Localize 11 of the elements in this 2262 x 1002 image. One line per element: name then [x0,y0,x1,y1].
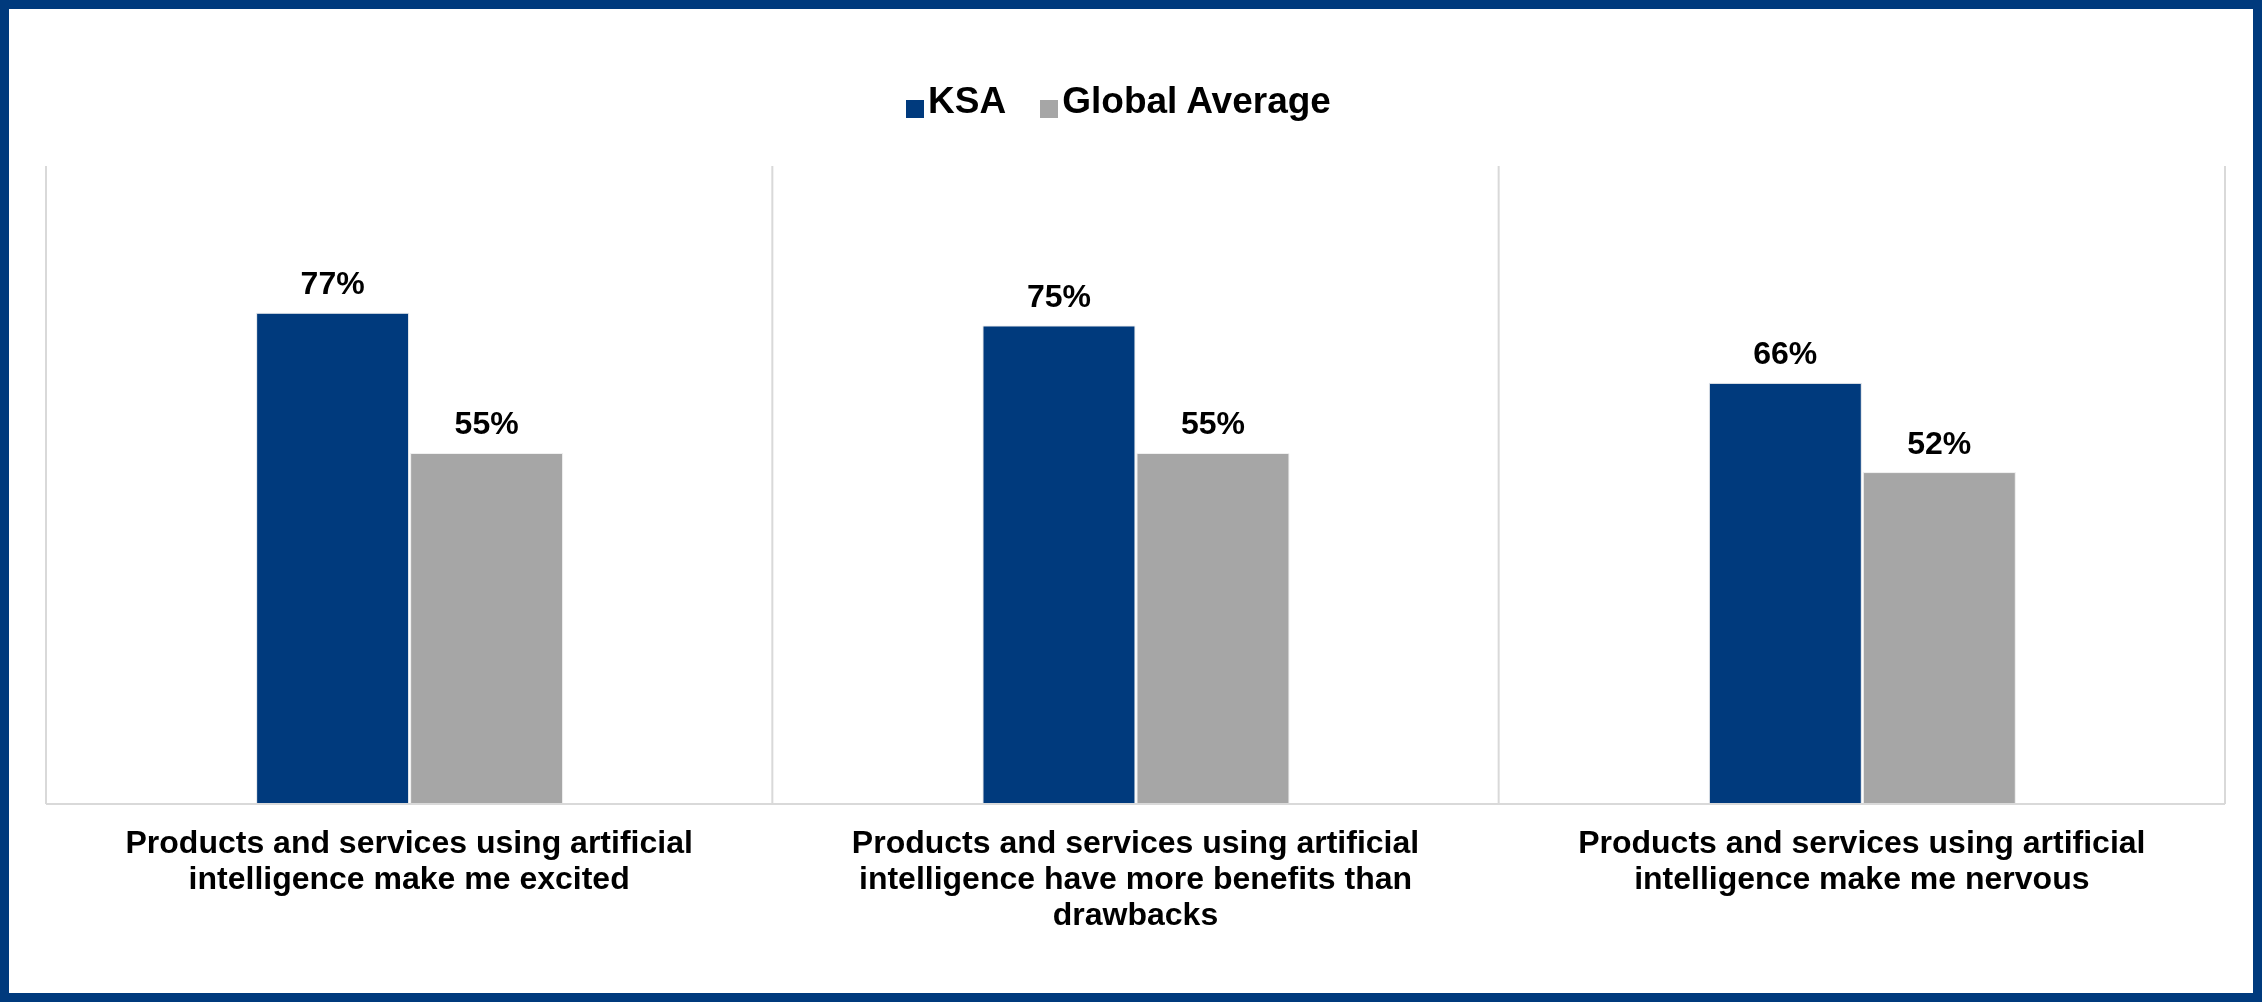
legend-label: Global Average [1062,80,1331,121]
data-label: 55% [1180,405,1245,442]
legend-label: KSA [928,80,1007,121]
data-label: 77% [300,265,365,302]
data-label: 66% [1753,335,1818,372]
x-tick-label: Products and services using artificial intelligence make me nervous [1577,824,2147,896]
data-label: 55% [454,405,519,442]
data-label: 75% [1026,277,1091,314]
x-tick-label: Products and services using artificial intelligence make me excited [124,824,694,896]
x-tick-label: Products and services using artificial intelligence have more benefits than drawbacks [850,824,1421,932]
data-label: 52% [1907,424,1972,461]
